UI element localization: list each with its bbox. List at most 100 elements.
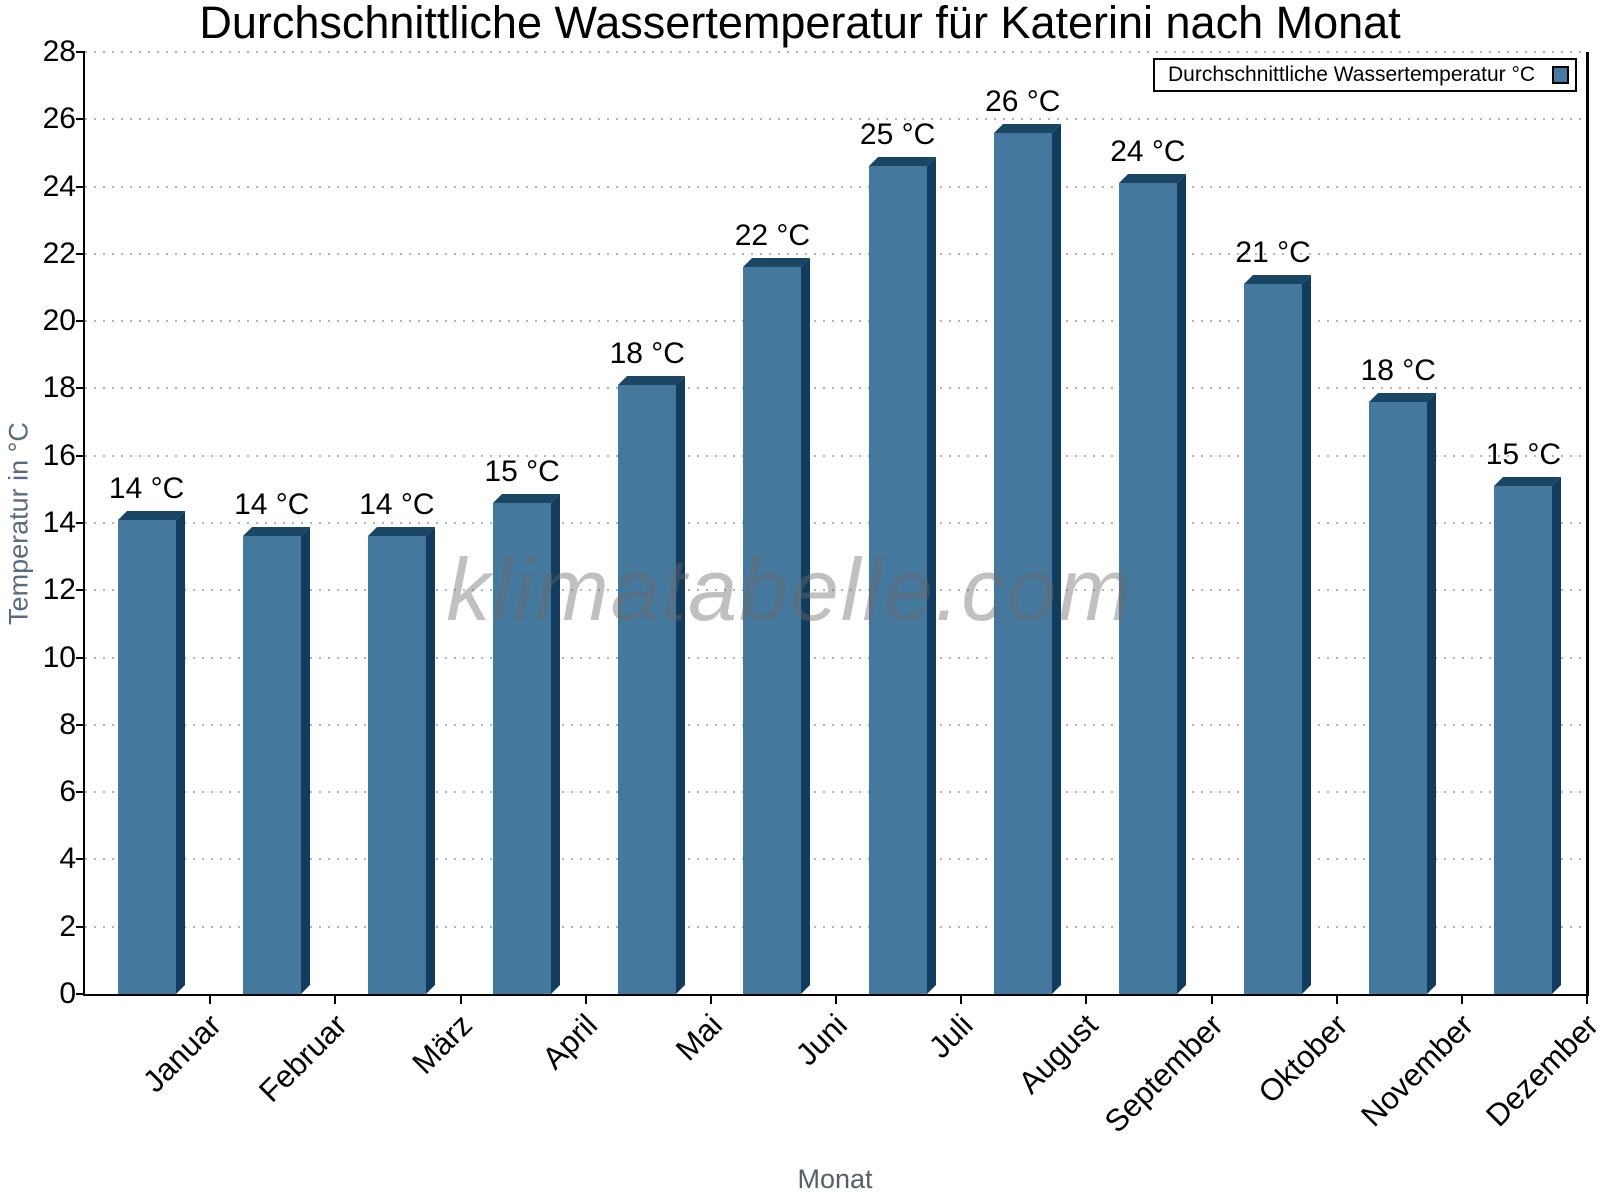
x-axis-line xyxy=(83,994,1589,996)
x-tick-label: September xyxy=(1097,1007,1230,1140)
y-axis-tick xyxy=(76,320,85,323)
legend: Durchschnittliche Wassertemperatur °C xyxy=(1153,58,1577,92)
bar-front-face xyxy=(493,503,552,994)
bar-top-face xyxy=(868,157,936,166)
bar-top-face xyxy=(117,511,185,520)
y-axis-tick xyxy=(76,723,85,726)
y-axis-line xyxy=(83,52,85,996)
bar-value-label: 22 °C xyxy=(734,219,811,252)
bar-side-face xyxy=(926,157,936,994)
bar-januar xyxy=(117,511,185,994)
bar-top-face xyxy=(1369,393,1437,402)
legend-label: Durchschnittliche Wassertemperatur °C xyxy=(1168,63,1536,86)
plot-right-border xyxy=(1586,52,1589,996)
bar-side-face xyxy=(300,527,310,994)
bar-top-face xyxy=(618,376,686,385)
gridline xyxy=(85,387,1587,390)
x-tick-label: Juni xyxy=(789,1007,855,1073)
y-axis-tick xyxy=(76,118,85,121)
bar-value-label: 15 °C xyxy=(484,455,560,488)
gridline xyxy=(85,791,1587,794)
x-axis-tick xyxy=(209,996,212,1004)
x-tick-label: Mai xyxy=(668,1007,729,1068)
bar-value-label: 15 °C xyxy=(1485,438,1562,471)
x-tick-label: Januar xyxy=(136,1007,229,1100)
y-tick-label: 12 xyxy=(42,573,76,607)
y-tick-label: 10 xyxy=(42,640,76,674)
y-axis-tick xyxy=(76,656,85,659)
gridline xyxy=(85,252,1587,255)
y-axis-tick xyxy=(76,185,85,188)
bar-april xyxy=(493,494,561,994)
bar-september xyxy=(1118,174,1186,994)
bar-mai xyxy=(618,376,686,994)
y-tick-label: 16 xyxy=(42,438,76,472)
gridline xyxy=(85,723,1587,726)
x-tick-label: Oktober xyxy=(1251,1007,1355,1111)
gridline xyxy=(85,589,1587,592)
x-axis-tick xyxy=(709,996,712,1004)
bar-value-label: 18 °C xyxy=(609,337,685,370)
y-axis-tick xyxy=(76,454,85,457)
bar-juni xyxy=(743,258,811,994)
gridline xyxy=(85,118,1587,121)
bar-top-face xyxy=(1494,477,1562,486)
gridline xyxy=(85,522,1587,524)
bar-oktober xyxy=(1244,275,1312,994)
chart-title: Durchschnittliche Wassertemperatur für K… xyxy=(199,0,1401,48)
gridline xyxy=(85,858,1587,861)
bar-august xyxy=(993,124,1061,994)
x-axis-tick xyxy=(1460,996,1463,1004)
bar-top-face xyxy=(1118,174,1186,183)
bar-top-face xyxy=(993,124,1061,133)
bar-value-label: 24 °C xyxy=(1110,135,1186,168)
watermark: klimatabelle.com xyxy=(446,540,1134,639)
bar-front-face xyxy=(1494,486,1553,994)
x-axis-tick xyxy=(1085,996,1088,1004)
bar-value-label: 18 °C xyxy=(1360,354,1436,387)
x-tick-label: Juli xyxy=(921,1007,980,1065)
x-tick-label: November xyxy=(1354,1007,1480,1134)
bar-november xyxy=(1369,393,1437,994)
y-axis-tick xyxy=(76,252,85,255)
x-tick-label: August xyxy=(1011,1007,1105,1101)
y-tick-label: 20 xyxy=(42,304,76,338)
x-axis-tick xyxy=(1210,996,1213,1004)
bar-front-face xyxy=(117,520,176,994)
bar-side-face xyxy=(676,376,686,994)
bar-top-face xyxy=(493,494,561,503)
x-axis-tick xyxy=(835,996,837,1004)
gridline xyxy=(85,51,1587,53)
x-axis-tick xyxy=(1335,996,1338,1004)
y-tick-label: 24 xyxy=(42,169,76,203)
bar-value-label: 14 °C xyxy=(108,472,185,505)
bar-side-face xyxy=(1176,174,1186,994)
y-tick-label: 14 xyxy=(42,506,76,539)
bar-front-face xyxy=(1118,183,1177,994)
y-tick-label: 22 xyxy=(42,236,76,270)
gridline xyxy=(85,656,1587,659)
bar-front-face xyxy=(618,385,677,994)
bar-front-face xyxy=(993,133,1052,994)
bar-side-face xyxy=(425,527,435,994)
y-axis-tick xyxy=(76,589,85,592)
bar-side-face xyxy=(175,511,185,994)
bar-märz xyxy=(367,527,435,994)
bar-top-face xyxy=(367,527,435,536)
gridline xyxy=(85,925,1587,928)
bar-top-face xyxy=(743,258,811,267)
y-axis-tick xyxy=(76,858,85,861)
bar-front-face xyxy=(242,536,301,994)
gridline xyxy=(85,185,1587,188)
x-tick-label: Februar xyxy=(251,1007,354,1109)
y-axis-tick xyxy=(76,522,85,524)
bar-februar xyxy=(242,527,310,994)
y-axis-tick xyxy=(76,51,85,53)
bar-front-face xyxy=(868,166,927,994)
bar-side-face xyxy=(551,494,561,994)
bar-value-label: 14 °C xyxy=(234,488,310,521)
x-axis-title: Monat xyxy=(797,1164,873,1194)
bar-value-label: 14 °C xyxy=(359,488,435,521)
y-tick-label: 4 xyxy=(59,842,76,876)
x-axis-tick xyxy=(584,996,587,1004)
